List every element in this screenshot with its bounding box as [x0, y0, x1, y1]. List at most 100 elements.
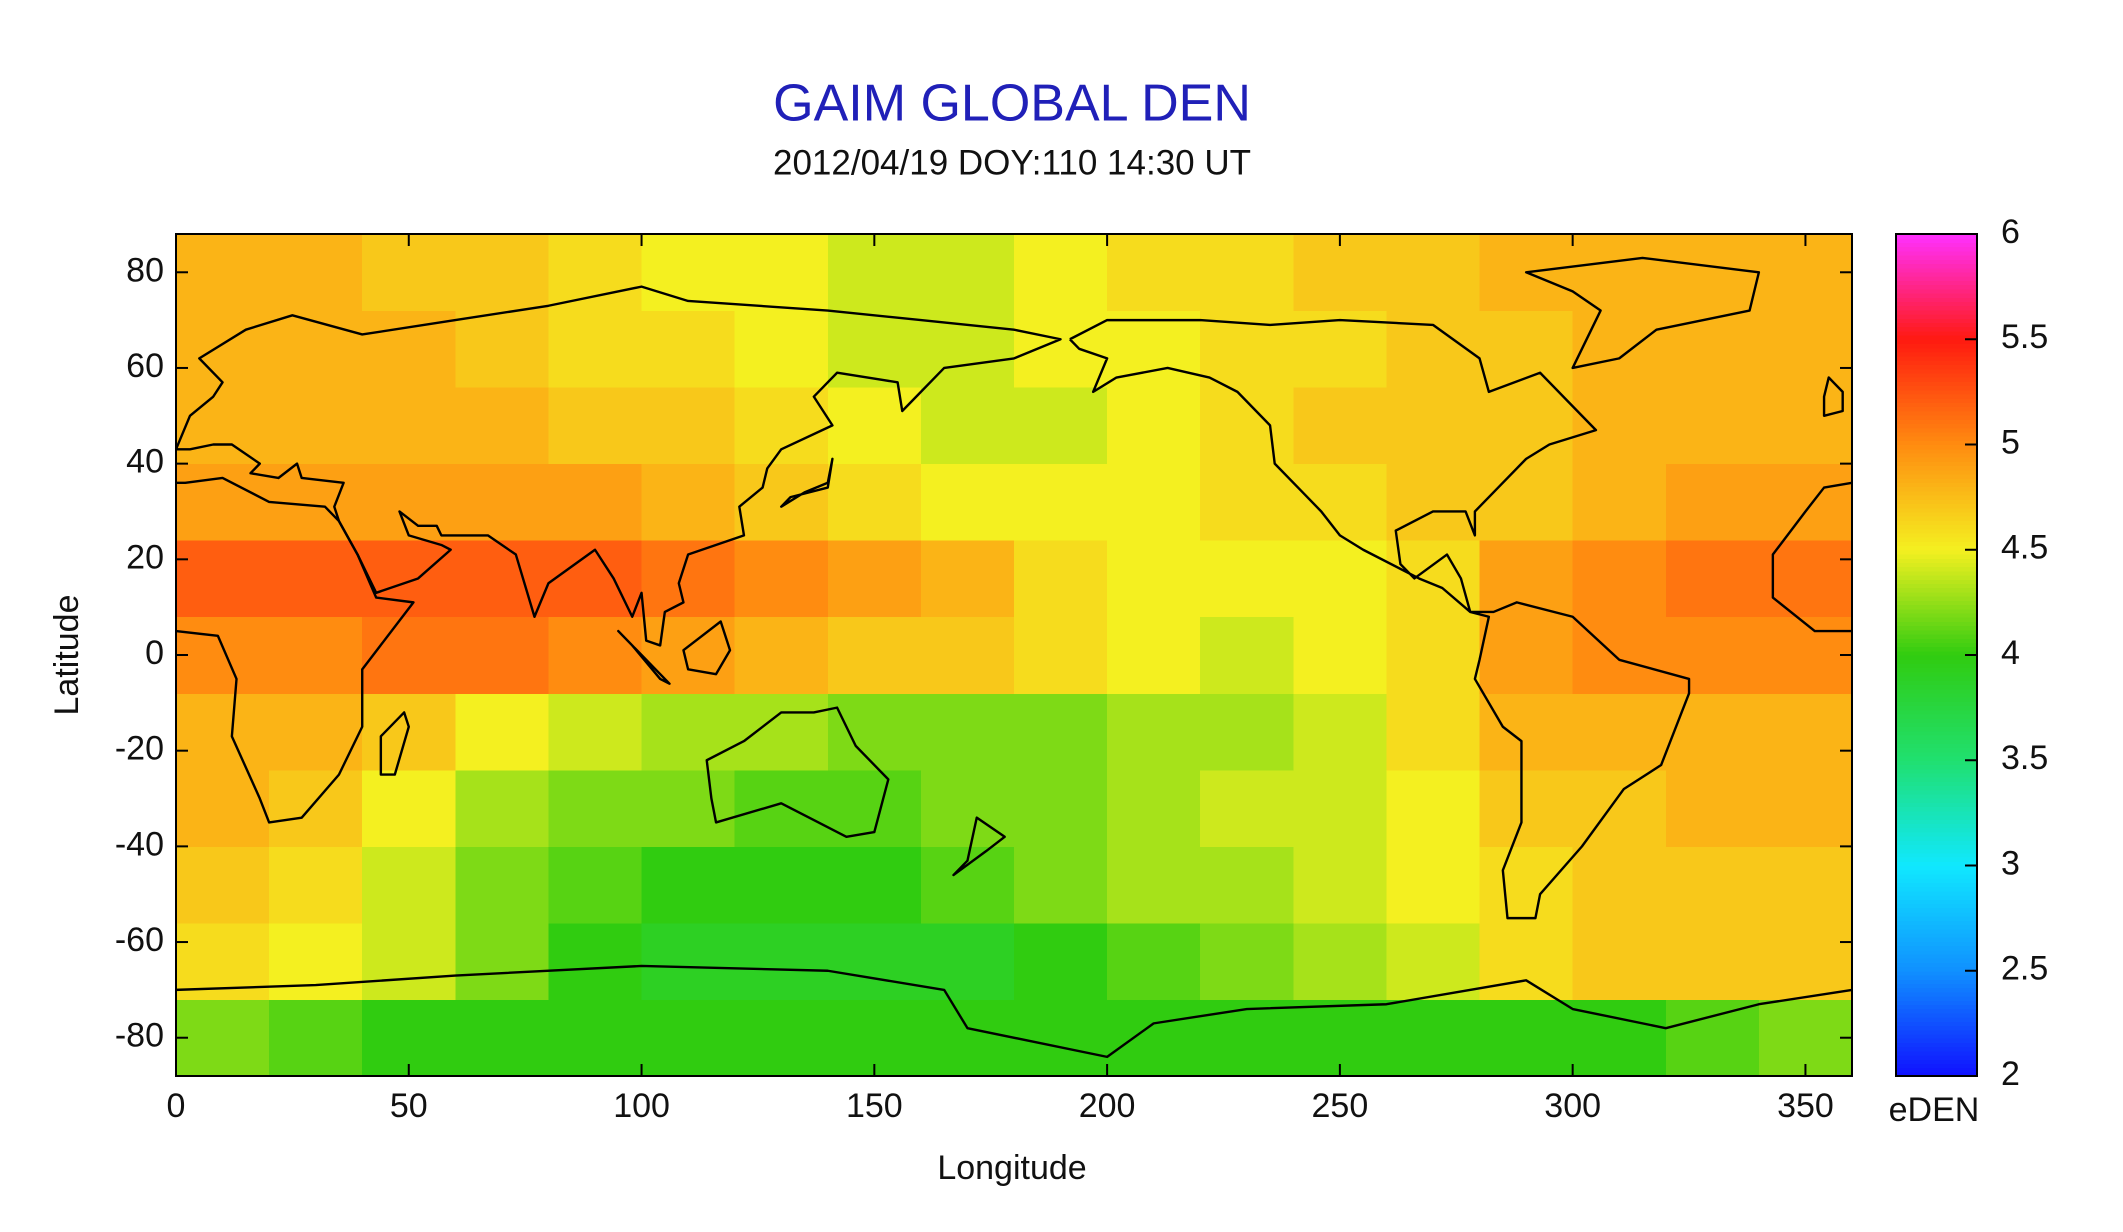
colorbar-step — [1896, 495, 1977, 500]
heatmap-cell — [1479, 769, 1574, 847]
heatmap-cell — [1665, 387, 1760, 465]
colorbar-step — [1896, 1038, 1977, 1043]
heatmap-cell — [176, 387, 270, 465]
colorbar-step — [1896, 680, 1977, 686]
colorbar-step — [1896, 701, 1977, 707]
coastlines — [176, 258, 1852, 1057]
coastline — [1070, 320, 1689, 918]
heatmap-cell — [176, 234, 270, 312]
heatmap-cell — [1014, 387, 1108, 465]
heatmap-cell — [269, 846, 363, 924]
heatmap-cell — [920, 616, 1015, 694]
x-tick-label: 350 — [1777, 1087, 1834, 1125]
colorbar-step — [1896, 857, 1977, 862]
colorbar-step — [1896, 798, 1977, 803]
heatmap-cell — [920, 463, 1015, 541]
y-tick-label: 60 — [126, 347, 164, 385]
colorbar-tick-label: 4 — [2001, 634, 2020, 672]
heatmap-cell — [641, 616, 736, 694]
heatmap-cell — [1758, 310, 1853, 388]
colorbar-step — [1896, 718, 1977, 723]
heatmap-cell — [1107, 387, 1201, 465]
x-tick-label: 100 — [613, 1087, 670, 1125]
colorbar-step — [1896, 271, 1977, 277]
heatmap-cell — [1200, 846, 1294, 924]
colorbar-step — [1896, 970, 1977, 976]
colorbar-step — [1896, 903, 1977, 909]
x-tick-label: 250 — [1312, 1087, 1369, 1125]
colorbar-tick-label: 2 — [2001, 1055, 2020, 1093]
colorbar-step — [1896, 242, 1977, 248]
colorbar-step — [1896, 297, 1977, 302]
colorbar-step — [1896, 991, 1977, 997]
heatmap-cell — [1014, 769, 1108, 847]
colorbar-step — [1896, 263, 1977, 269]
colorbar-step — [1896, 553, 1977, 559]
colorbar-step — [1896, 882, 1977, 888]
heatmap-cell — [1200, 769, 1294, 847]
colorbar-step — [1896, 962, 1977, 968]
heatmap-cell — [1200, 693, 1294, 771]
colorbar-step — [1896, 322, 1977, 328]
heatmap-cell — [1107, 846, 1201, 924]
heatmap-cell — [1014, 693, 1108, 771]
colorbar-step — [1896, 987, 1977, 993]
colorbar-step — [1896, 393, 1977, 399]
heatmap-cell — [1386, 999, 1481, 1077]
colorbar-step — [1896, 1071, 1977, 1077]
heatmap-cell — [455, 310, 549, 388]
colorbar-step — [1896, 499, 1977, 505]
heatmap-cell — [1107, 769, 1201, 847]
colorbar-step — [1896, 452, 1977, 458]
heatmap-cell — [1014, 922, 1108, 1000]
heatmap-cell — [455, 540, 549, 618]
colorbar-step — [1896, 894, 1977, 900]
colorbar-step — [1896, 873, 1977, 879]
heatmap-cell — [1665, 234, 1760, 312]
heatmap-cell — [1293, 540, 1387, 618]
heatmap-cell — [1572, 846, 1667, 924]
colorbar-step — [1896, 503, 1977, 509]
heatmap-cell — [269, 540, 363, 618]
colorbar-step — [1896, 356, 1977, 361]
colorbar-step — [1896, 583, 1977, 589]
x-tick-label: 300 — [1544, 1087, 1601, 1125]
colorbar-step — [1896, 814, 1977, 820]
heatmap-cell — [1386, 616, 1481, 694]
coastline — [176, 287, 1061, 646]
colorbar-step — [1896, 1012, 1977, 1018]
colorbar-step — [1896, 676, 1977, 681]
heatmap-cell — [548, 387, 643, 465]
heatmap-cell — [1665, 310, 1760, 388]
colorbar-step — [1896, 916, 1977, 921]
colorbar-step — [1896, 642, 1977, 648]
heatmap-cell — [362, 999, 456, 1077]
colorbar-step — [1896, 996, 1977, 1001]
colorbar-step — [1896, 335, 1977, 340]
colorbar-step — [1896, 772, 1977, 778]
heatmap-cell — [1200, 387, 1294, 465]
colorbar-step — [1896, 852, 1977, 858]
coastline — [707, 708, 889, 837]
heatmap-cell — [1479, 999, 1574, 1077]
heatmap-cell — [1107, 540, 1201, 618]
coastline — [1773, 483, 1852, 631]
colorbar-step — [1896, 415, 1977, 420]
colorbar-step — [1896, 1054, 1977, 1060]
heatmap-cell — [1479, 310, 1574, 388]
heatmap-cell — [1758, 846, 1853, 924]
heatmap-cell — [1758, 999, 1853, 1077]
heatmap-cell — [920, 387, 1015, 465]
colorbar-step — [1896, 507, 1977, 513]
heatmap-cell — [734, 999, 829, 1077]
colorbar-step — [1896, 625, 1977, 631]
colorbar-label: eDEN — [1889, 1091, 1980, 1129]
colorbar-step — [1896, 650, 1977, 656]
heatmap-cell — [176, 540, 270, 618]
heatmap-cell — [827, 540, 922, 618]
colorbar-step — [1896, 1033, 1977, 1039]
colorbar-step — [1896, 259, 1977, 265]
y-tick-label: -80 — [115, 1017, 164, 1055]
coastline — [176, 966, 1852, 1057]
colorbar-step — [1896, 671, 1977, 677]
